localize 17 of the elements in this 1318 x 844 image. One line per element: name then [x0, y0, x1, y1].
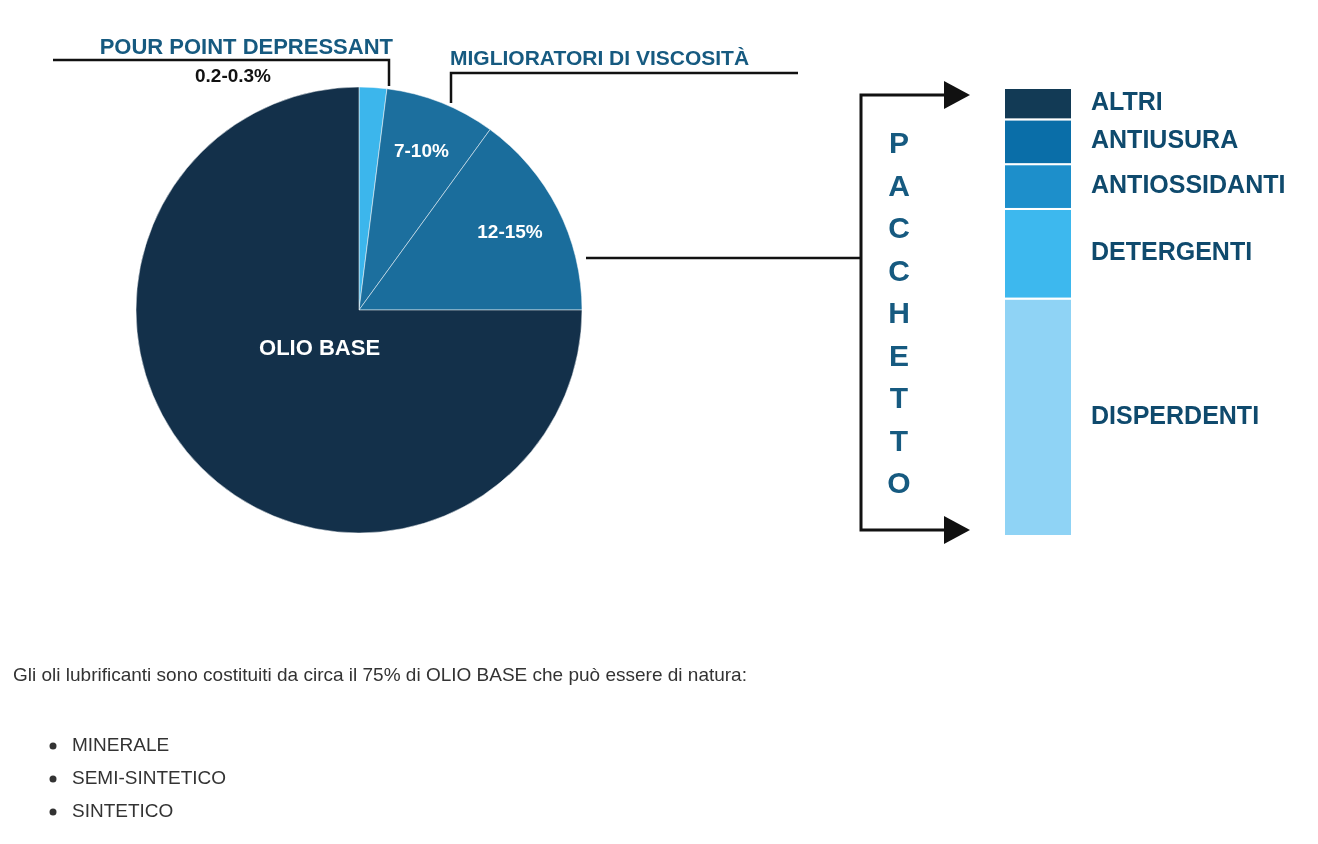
series-label: ANTIOSSIDANTI	[1091, 170, 1286, 199]
pie-slice	[135, 86, 583, 534]
series-label: DISPERDENTI	[1091, 400, 1260, 429]
text: 12-15%	[477, 221, 543, 243]
series-label: ALTRI	[1091, 87, 1163, 116]
slice-label: MIGLIORATORI DI VISCOSITÀ	[450, 46, 750, 69]
category-label: PACCHETTO	[887, 126, 911, 499]
text: 0.2-0.3%	[194, 65, 272, 86]
text: Gli oli lubrificanti sono costituiti da circa il 75% di OLIO BASE che può essere di natura:	[13, 664, 747, 685]
text: SINTETICO	[72, 800, 174, 822]
series-label: ANTIUSURA	[1091, 125, 1239, 154]
series-label: DETERGENTI	[1091, 237, 1253, 266]
text: SEMI-SINTETICO	[72, 767, 227, 789]
text: 7-10%	[393, 140, 449, 162]
text: MINERALE	[72, 734, 170, 756]
slice-label: POUR POINT DEPRESSANT	[99, 34, 394, 59]
slice-label: OLIO BASE	[259, 335, 381, 361]
